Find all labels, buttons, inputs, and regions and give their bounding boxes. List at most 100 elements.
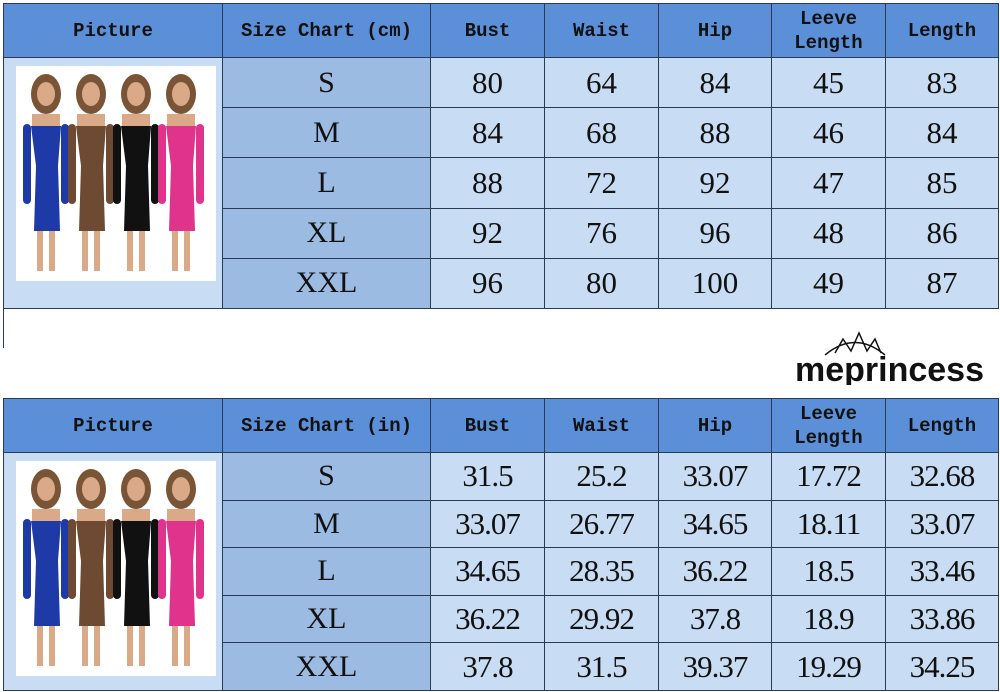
measurement-cell: 96	[658, 207, 772, 259]
measurement-cell: 84	[658, 56, 772, 109]
measurement-cell: 33.07	[430, 499, 545, 549]
column-header: Waist	[544, 398, 659, 453]
product-picture	[16, 66, 216, 281]
measurement-cell: 100	[658, 257, 772, 309]
measurement-cell: 28.35	[544, 547, 659, 596]
measurement-cell: 96	[430, 257, 545, 309]
measurement-cell: 88	[658, 107, 772, 159]
measurement-cell: 18.5	[771, 547, 886, 596]
measurement-cell: 31.5	[544, 642, 659, 691]
column-header: Bust	[430, 3, 545, 58]
model-figure	[158, 469, 204, 666]
measurement-cell: 32.68	[885, 452, 999, 501]
size-label-cell: S	[222, 452, 431, 501]
measurement-cell: 26.77	[544, 499, 659, 549]
size-label-cell: L	[222, 547, 431, 596]
divider-line	[3, 308, 4, 348]
column-header: Picture	[3, 3, 223, 58]
model-figure	[158, 74, 204, 271]
table-row: XL 92 76 96 48 86	[4, 207, 999, 259]
picture-cell	[3, 452, 223, 691]
column-header: Waist	[544, 3, 659, 58]
size-label-cell: S	[222, 56, 431, 109]
product-picture	[16, 461, 216, 676]
table-row: L 88 72 92 47 85	[4, 157, 999, 209]
measurement-cell: 92	[658, 157, 772, 209]
header-row: Picture Size Chart (in) Bust Waist Hip Leeve …	[3, 398, 999, 453]
header-row: Picture Size Chart (cm) Bust Waist Hip Leeve …	[3, 3, 999, 58]
measurement-cell: 87	[885, 257, 999, 309]
measurement-cell: 39.37	[658, 642, 772, 691]
svg-text:meprincess: meprincess	[795, 351, 984, 385]
measurement-cell: 31.5	[430, 452, 545, 501]
column-header: Length	[885, 398, 999, 453]
model-figure	[68, 469, 114, 666]
measurement-cell: 76	[544, 207, 659, 259]
model-figure	[113, 74, 159, 271]
measurement-cell: 18.9	[771, 594, 886, 644]
measurement-cell: 37.8	[658, 594, 772, 644]
measurement-cell: 33.46	[885, 547, 999, 596]
measurement-cell: 33.07	[885, 499, 999, 549]
measurement-cell: 36.22	[430, 594, 545, 644]
measurement-cell: 92	[430, 207, 545, 259]
measurement-cell: 83	[885, 56, 999, 109]
meprincess-watermark-logo: meprincess	[795, 331, 984, 385]
size-label-cell: XL	[222, 207, 431, 259]
column-header: Leeve Length	[771, 398, 886, 453]
model-figure	[23, 74, 69, 271]
column-header: Hip	[658, 398, 772, 453]
size-label-cell: L	[222, 157, 431, 209]
model-figure	[23, 469, 69, 666]
measurement-cell: 46	[771, 107, 886, 159]
table-row: L 34.65 28.35 36.22 18.5 33.46	[4, 547, 999, 596]
measurement-cell: 80	[430, 56, 545, 109]
measurement-cell: 17.72	[771, 452, 886, 501]
table-row: M 33.07 26.77 34.65 18.11 33.07	[4, 499, 999, 549]
measurement-cell: 72	[544, 157, 659, 209]
size-label-cell: XXL	[222, 642, 431, 691]
size-label-cell: M	[222, 499, 431, 549]
size-label-cell: M	[222, 107, 431, 159]
measurement-cell: 48	[771, 207, 886, 259]
measurement-cell: 37.8	[430, 642, 545, 691]
measurement-cell: 34.25	[885, 642, 999, 691]
measurement-cell: 18.11	[771, 499, 886, 549]
measurement-cell: 47	[771, 157, 886, 209]
measurement-cell: 19.29	[771, 642, 886, 691]
measurement-cell: 64	[544, 56, 659, 109]
measurement-cell: 25.2	[544, 452, 659, 501]
measurement-cell: 34.65	[658, 499, 772, 549]
table-row: XXL 96 80 100 49 87	[4, 257, 999, 309]
table-row: M 84 68 88 46 84	[4, 107, 999, 159]
table-row: S 31.5 25.2 33.07 17.72 32.68	[3, 452, 999, 691]
column-header: Bust	[430, 398, 545, 453]
column-header: Size Chart (cm)	[222, 3, 431, 58]
measurement-cell: 84	[885, 107, 999, 159]
column-header: Size Chart (in)	[222, 398, 431, 453]
size-chart-cm-table: Picture Size Chart (cm) Bust Waist Hip Leeve …	[3, 3, 999, 309]
column-header: Hip	[658, 3, 772, 58]
picture-cell	[3, 57, 223, 309]
measurement-cell: 68	[544, 107, 659, 159]
measurement-cell: 45	[771, 56, 886, 109]
measurement-cell: 36.22	[658, 547, 772, 596]
size-chart-in-table: Picture Size Chart (in) Bust Waist Hip Leeve …	[3, 398, 999, 691]
measurement-cell: 49	[771, 257, 886, 309]
model-figure	[68, 74, 114, 271]
measurement-cell: 80	[544, 257, 659, 309]
column-header: Leeve Length	[771, 3, 886, 58]
measurement-cell: 85	[885, 157, 999, 209]
measurement-cell: 86	[885, 207, 999, 259]
measurement-cell: 88	[430, 157, 545, 209]
table-row: S 80 64 84 45 83	[3, 56, 999, 309]
measurement-cell: 84	[430, 107, 545, 159]
measurement-cell: 29.92	[544, 594, 659, 644]
model-figure	[113, 469, 159, 666]
size-label-cell: XL	[222, 594, 431, 644]
size-label-cell: XXL	[222, 257, 431, 309]
column-header: Picture	[3, 398, 223, 453]
table-row: XL 36.22 29.92 37.8 18.9 33.86	[4, 594, 999, 644]
measurement-cell: 34.65	[430, 547, 545, 596]
measurement-cell: 33.07	[658, 452, 772, 501]
